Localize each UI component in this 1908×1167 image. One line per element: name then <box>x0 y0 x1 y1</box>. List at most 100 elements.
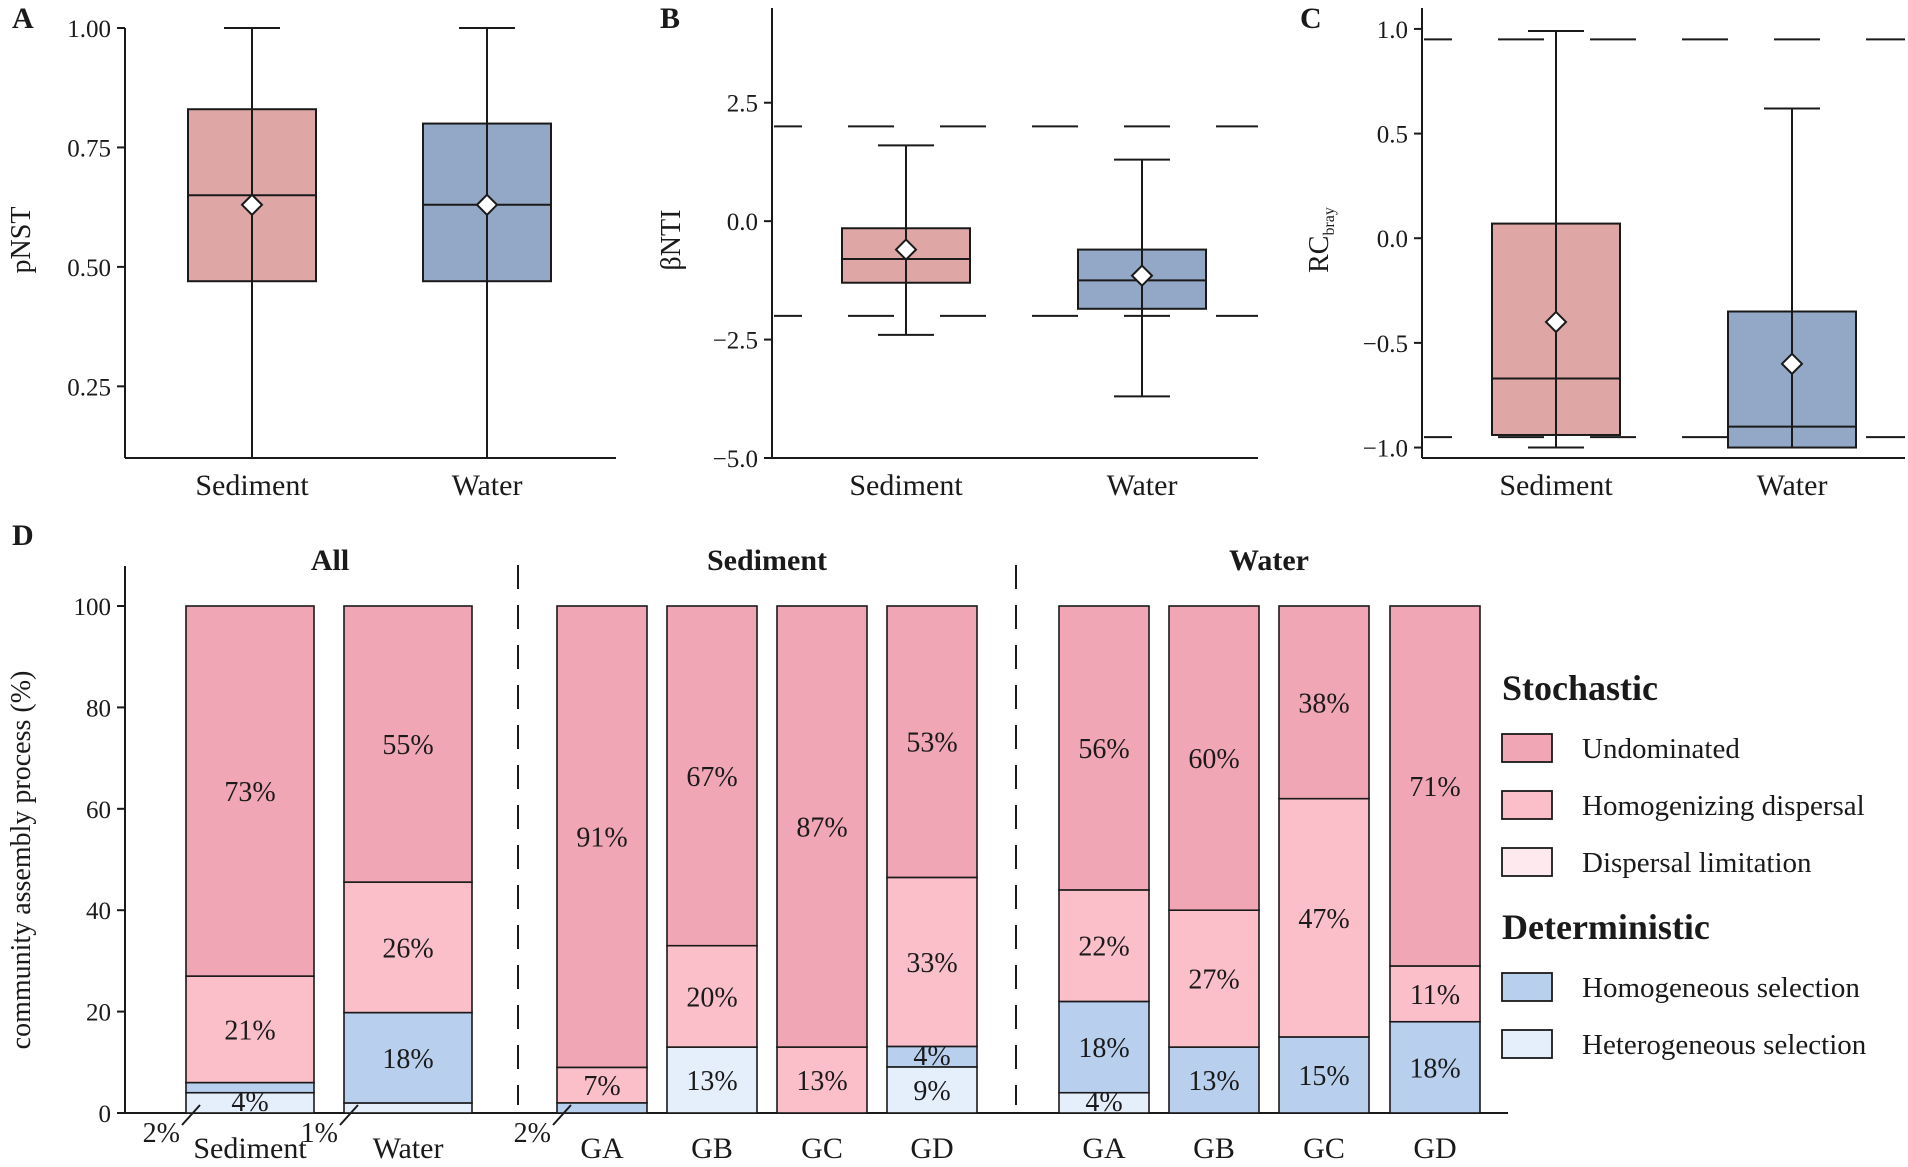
bar-group-water: Water4%18%22%56%GA13%27%60%GB15%47%38%GC… <box>1058 544 1481 1165</box>
panel-c: C RCbray −1.0 −0.5 0.0 0.5 1.0 Sediment Water <box>1300 2 1905 502</box>
bar-segment-homogenizing-dispersal <box>556 1066 648 1104</box>
legend-swatch <box>1501 972 1553 1002</box>
stacked-bar-gb: 13% 20% 67% GB <box>666 605 758 1165</box>
callout-line <box>552 1104 572 1126</box>
outside-data-label: 2% <box>143 1118 180 1149</box>
bar-segment-homogenizing-dispersal <box>886 876 978 1048</box>
box-sediment: Sediment <box>187 27 317 502</box>
box-water: Water <box>1077 158 1207 502</box>
y-tick-label: 100 <box>74 594 112 621</box>
outside-data-label: 2% <box>514 1118 551 1149</box>
data-label: 18% <box>1078 1033 1129 1064</box>
legend-swatch <box>1501 790 1553 820</box>
x-category-label: Sediment <box>195 469 309 502</box>
bar-segment-undominated <box>666 605 758 947</box>
data-label: 56% <box>1078 734 1129 765</box>
data-label: 55% <box>382 730 433 761</box>
y-tick-label: 1.0 <box>1377 17 1408 44</box>
mean-marker <box>240 193 264 217</box>
group-title: All <box>311 544 349 577</box>
legend-label: Heterogeneous selection <box>1582 1029 1867 1061</box>
bar-segment-homogeneous-selection <box>185 1081 315 1094</box>
bar-segment-homogeneous-selection <box>1389 1020 1481 1114</box>
y-tick-label: 0.0 <box>1377 226 1408 253</box>
stacked-bar-ga: 4%18%22%56%GA <box>1058 605 1150 1165</box>
stacked-bar-ga: 7% 91% GA 2% <box>514 605 648 1165</box>
panel-letter: A <box>12 2 34 35</box>
legend-label: Dispersal limitation <box>1582 847 1812 879</box>
bar-segment-homogenizing-dispersal <box>343 881 473 1014</box>
data-label: 26% <box>382 933 433 964</box>
x-category-label: GA <box>1082 1132 1126 1165</box>
data-label: 53% <box>906 728 957 759</box>
data-label: 11% <box>1410 980 1460 1011</box>
x-category-label: GD <box>910 1132 953 1165</box>
y-axis-label-text: pNST <box>6 207 37 274</box>
bar-segment-undominated <box>1389 605 1481 967</box>
x-category-label: GC <box>1303 1132 1345 1165</box>
data-label: 38% <box>1298 688 1349 719</box>
legend-swatch <box>1501 847 1553 877</box>
y-axis-label: community assembly process (%) <box>6 671 37 1050</box>
legend-swatch <box>1501 733 1553 763</box>
y-axis-label-text: RC <box>1304 236 1335 273</box>
data-label: 21% <box>224 1015 275 1046</box>
group-title: Sediment <box>707 544 827 577</box>
bar-segment-homogeneous-selection <box>556 1102 648 1114</box>
data-label: 18% <box>382 1044 433 1075</box>
bar-segment-homogenizing-dispersal <box>1278 797 1370 1038</box>
mean-marker <box>1544 310 1568 334</box>
stacked-bar-water: 18% 26% 55% Water 1% <box>301 605 473 1165</box>
data-label: 67% <box>686 762 737 793</box>
data-label: 71% <box>1409 772 1460 803</box>
bar-segment-homogenizing-dispersal <box>1389 965 1481 1023</box>
data-label: 7% <box>583 1071 620 1102</box>
panel-letter: C <box>1300 2 1322 35</box>
y-axis-label: RCbray <box>1304 207 1338 273</box>
data-label: 20% <box>686 982 737 1013</box>
bar-segment-undominated <box>776 605 868 1048</box>
x-category-label: Water <box>452 469 523 502</box>
panel-letter: D <box>12 519 34 552</box>
data-label: 73% <box>224 777 275 808</box>
data-label: 13% <box>796 1066 847 1097</box>
bar-segment-homogenizing-dispersal <box>1058 889 1150 1003</box>
box-sediment: Sediment <box>1491 30 1621 502</box>
panel-letter: B <box>660 2 680 35</box>
y-tick-label: 40 <box>86 898 111 925</box>
mean-marker <box>894 238 918 261</box>
x-category-label: Water <box>1107 469 1178 502</box>
data-label: 47% <box>1298 904 1349 935</box>
y-tick-label: 0.50 <box>67 255 111 282</box>
mean-marker <box>475 193 499 217</box>
legend-label: Homogenizing dispersal <box>1582 790 1865 822</box>
legend-label: Undominated <box>1582 733 1740 765</box>
x-category-label: Sediment <box>193 1132 307 1165</box>
data-label: 13% <box>686 1066 737 1097</box>
callout-line <box>181 1104 201 1126</box>
callout-line <box>339 1104 359 1126</box>
x-category-label: GB <box>1193 1132 1235 1165</box>
bar-segment-undominated <box>556 605 648 1069</box>
y-tick-label: −0.5 <box>1363 331 1408 358</box>
data-label: 33% <box>906 948 957 979</box>
legend-swatch <box>1501 1029 1553 1059</box>
data-label: 27% <box>1188 965 1239 996</box>
data-label: 18% <box>1409 1053 1460 1084</box>
x-category-label: Sediment <box>849 469 963 502</box>
y-tick-label: 20 <box>86 1000 111 1027</box>
y-tick-label: 60 <box>86 797 111 824</box>
mean-marker <box>1130 264 1154 288</box>
legend-heading: Deterministic <box>1502 907 1710 947</box>
mean-marker <box>1780 352 1804 376</box>
legend-label: Homogeneous selection <box>1582 972 1860 1004</box>
bar-segment-undominated <box>1278 605 1370 800</box>
bar-segment-homogeneous-selection <box>1168 1046 1260 1114</box>
legend: Stochastic Undominated Homogenizing disper… <box>1501 668 1867 1061</box>
bar-group-sediment: Sediment7%91%GA2%13%20%67%GB13%87%GC9%4%… <box>514 544 978 1165</box>
